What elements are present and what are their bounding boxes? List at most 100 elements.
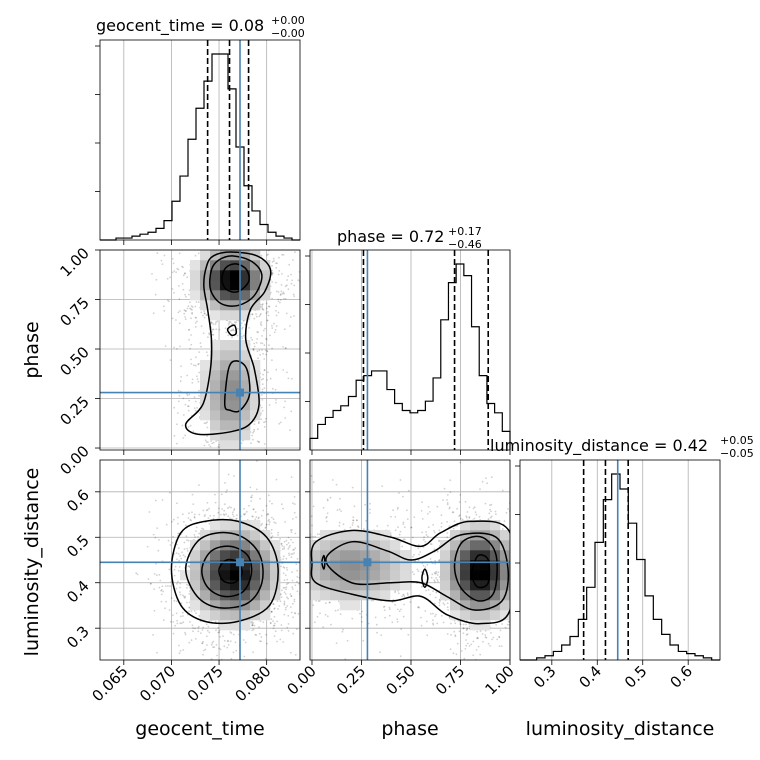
sample-point: [167, 585, 169, 587]
sample-point: [178, 252, 181, 255]
sample-point: [294, 532, 297, 535]
sample-point: [271, 271, 274, 274]
sample-point: [188, 328, 191, 331]
sample-point: [175, 587, 178, 590]
density-cell: [200, 590, 211, 601]
density-cell: [230, 420, 241, 431]
sample-point: [182, 266, 184, 269]
sample-point: [189, 347, 192, 350]
sample-point: [267, 494, 270, 497]
density-cell: [220, 360, 231, 371]
sample-point: [163, 309, 166, 312]
density-cell: [260, 280, 271, 291]
sample-point: [189, 621, 191, 623]
sample-point: [402, 615, 405, 618]
sample-point: [164, 585, 167, 587]
density-cell: [200, 360, 211, 371]
sample-point: [436, 505, 439, 508]
density-cell: [270, 570, 281, 581]
sample-point: [250, 500, 253, 502]
density-1-0: [190, 250, 271, 450]
sample-point: [243, 513, 246, 516]
sample-point: [401, 545, 404, 548]
sample-point: [252, 347, 255, 350]
sample-point: [256, 350, 259, 353]
sample-point: [390, 515, 392, 518]
density-cell: [190, 260, 201, 271]
sample-point: [283, 586, 286, 589]
sample-point: [268, 305, 271, 308]
sample-point: [400, 608, 402, 611]
sample-point: [153, 573, 156, 575]
density-cell: [250, 530, 261, 541]
sample-point: [190, 519, 193, 522]
sample-point: [274, 388, 277, 391]
sample-point: [288, 552, 290, 555]
sample-point: [216, 654, 219, 657]
sample-point: [449, 479, 452, 482]
sample-point: [326, 512, 329, 515]
sample-point: [186, 601, 188, 604]
sample-point: [280, 284, 283, 286]
sample-point: [194, 305, 197, 308]
sample-point: [420, 585, 423, 588]
sample-point: [196, 375, 198, 378]
sample-point: [164, 607, 166, 610]
sample-point: [237, 328, 239, 330]
density-cell: [220, 520, 231, 531]
sample-point: [224, 327, 227, 330]
sample-point: [466, 642, 469, 645]
sample-point: [492, 636, 495, 639]
contour-2-0-0: [170, 518, 279, 625]
sample-point: [194, 536, 197, 538]
sample-point: [173, 574, 176, 577]
sample-point: [291, 588, 294, 590]
sample-point: [212, 646, 214, 648]
sample-point: [205, 509, 208, 512]
sample-point: [177, 580, 179, 583]
density-cell: [240, 380, 251, 391]
sample-point: [249, 486, 252, 489]
sample-point: [190, 317, 192, 320]
sample-point: [203, 316, 206, 319]
sample-point: [272, 624, 275, 627]
sample-point: [440, 514, 443, 517]
sample-point: [181, 551, 184, 554]
sample-point: [476, 637, 478, 640]
sample-point: [275, 262, 277, 264]
density-cell: [220, 580, 231, 591]
sample-point: [284, 593, 287, 595]
sample-point: [214, 493, 216, 496]
sample-point: [477, 637, 479, 640]
sample-point: [214, 323, 217, 325]
density-cell: [200, 260, 211, 271]
density-cell: [230, 390, 241, 401]
sample-point: [262, 621, 265, 624]
sample-point: [187, 426, 190, 428]
density-cell: [240, 350, 251, 361]
sample-point: [426, 634, 429, 637]
density-cell: [190, 550, 201, 561]
sample-point: [203, 422, 206, 424]
density-cell: [230, 400, 241, 411]
sample-point: [361, 621, 363, 623]
sample-point: [212, 640, 215, 643]
sample-point: [196, 320, 198, 323]
sample-point: [188, 565, 191, 567]
sample-point: [334, 609, 337, 612]
sample-point: [215, 321, 217, 324]
sample-point: [433, 602, 436, 605]
sample-point: [270, 610, 273, 613]
sample-point: [388, 614, 391, 617]
sample-point: [277, 291, 280, 293]
sample-point: [213, 514, 215, 517]
sample-point: [429, 511, 431, 513]
density-cell: [230, 540, 241, 551]
sample-point: [188, 338, 191, 341]
density-cell: [220, 540, 231, 551]
density-cell: [250, 560, 261, 571]
sample-point: [272, 603, 275, 605]
sample-point: [270, 610, 273, 613]
sample-point: [284, 400, 286, 403]
sample-point: [227, 323, 230, 326]
